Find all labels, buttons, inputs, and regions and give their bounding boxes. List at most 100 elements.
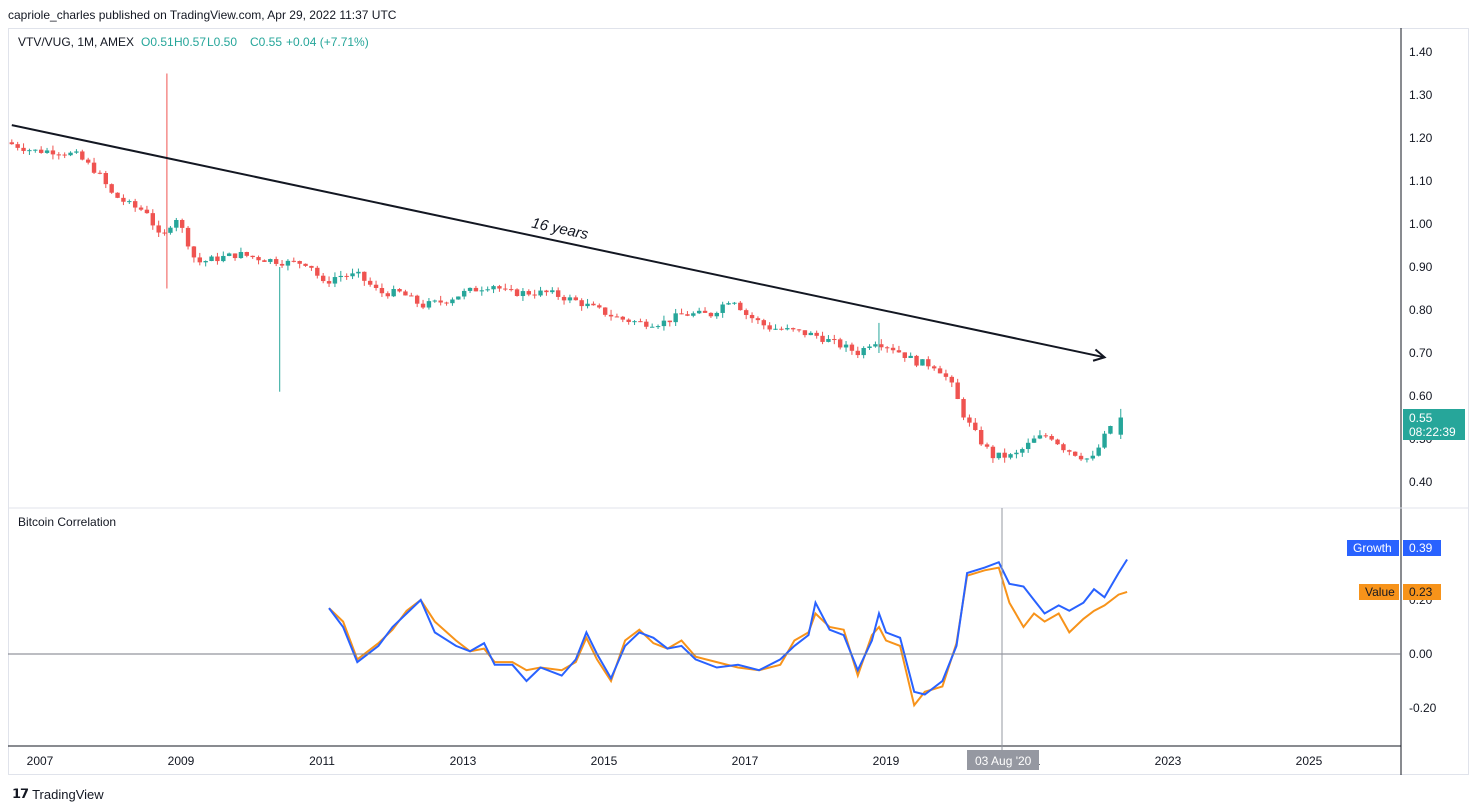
candle-body — [279, 263, 285, 266]
candle-body — [174, 219, 179, 228]
candle-body — [949, 376, 954, 383]
candle-body — [973, 422, 978, 431]
main-y-tick-label: 1.40 — [1409, 45, 1433, 59]
candle-body — [849, 344, 855, 351]
legend-value-name: Value — [1365, 585, 1395, 599]
candle-body — [738, 302, 743, 311]
candle-body — [749, 314, 755, 319]
candle-body — [179, 219, 185, 228]
candle-body — [338, 275, 343, 278]
candle-body — [426, 301, 432, 308]
candle-body — [790, 328, 796, 330]
candle-body — [27, 150, 32, 152]
candle-body — [268, 259, 273, 262]
crosshair-date-box — [967, 750, 1039, 770]
main-y-tick-label: 0.80 — [1409, 303, 1433, 317]
candle-body — [696, 310, 702, 314]
x-tick-label: 2013 — [450, 754, 477, 768]
candle-body — [21, 147, 26, 151]
candle-body — [221, 255, 226, 262]
candle-body — [837, 339, 843, 348]
candle-body — [632, 321, 637, 323]
candle-body — [673, 313, 678, 323]
candle-body — [908, 355, 913, 358]
candle-body — [608, 314, 614, 317]
candle-body — [444, 302, 449, 304]
candle-body — [432, 300, 437, 302]
candle-body — [902, 352, 907, 358]
x-tick-label: 2015 — [591, 754, 618, 768]
candle-body — [514, 289, 520, 297]
candle-body — [344, 275, 349, 277]
candle-body — [679, 313, 684, 315]
x-tick-label: 2023 — [1155, 754, 1182, 768]
series-line-value — [328, 566, 1128, 708]
ohlc-change: +0.04 (+7.71%) — [286, 35, 369, 49]
candle-body — [796, 329, 802, 331]
candle-body — [138, 207, 144, 210]
candle-body — [150, 213, 155, 226]
footer-brand[interactable]: 𝟭𝟳 TradingView — [12, 786, 104, 802]
candle-body — [567, 297, 573, 301]
candle-body — [397, 289, 402, 292]
candle-body — [350, 273, 355, 277]
candle-body — [685, 314, 690, 316]
candle-body — [438, 300, 443, 303]
candle-body — [1108, 426, 1113, 434]
candle-body — [497, 286, 502, 289]
candle-body — [520, 291, 526, 297]
candle-body — [720, 304, 725, 313]
main-y-tick-label: 1.20 — [1409, 131, 1433, 145]
x-tick-label: 2019 — [873, 754, 900, 768]
candle-body — [203, 261, 208, 263]
candle-body — [197, 257, 202, 263]
trendline[interactable] — [11, 124, 1105, 359]
series-line-growth — [328, 558, 1128, 696]
candle-body — [1002, 452, 1007, 458]
candle-body — [691, 313, 696, 316]
candle-body — [826, 339, 831, 342]
candle-body — [967, 417, 972, 423]
candle-body — [743, 310, 749, 315]
candle-body — [273, 259, 279, 264]
candle-body — [773, 328, 778, 330]
candle-body — [544, 290, 549, 293]
sub-y-tick-label: -0.20 — [1409, 701, 1437, 715]
candle-body — [244, 252, 249, 256]
candle-body — [984, 444, 990, 447]
candle-body — [38, 149, 44, 153]
candle-body — [373, 284, 379, 288]
candle-body — [414, 295, 420, 304]
candle-body — [802, 330, 808, 336]
candle-body — [644, 321, 649, 327]
sub-pane-title[interactable]: Bitcoin Correlation — [18, 515, 116, 529]
candle-body — [1025, 442, 1031, 450]
candle-body — [491, 286, 496, 290]
candle-body — [1102, 433, 1107, 448]
candle-body — [385, 293, 390, 297]
candle-body — [33, 149, 38, 151]
candle-body — [602, 307, 608, 315]
candle-body — [926, 359, 931, 367]
ohlc-high: H0.57 — [174, 35, 206, 49]
candle-body — [732, 302, 737, 304]
candle-body — [873, 344, 878, 347]
main-y-tick-label: 0.90 — [1409, 260, 1433, 274]
ohlc-open: O0.51 — [141, 35, 174, 49]
candle-body — [990, 446, 996, 459]
candle-body — [409, 295, 414, 297]
candle-body — [168, 227, 173, 233]
chart-frame — [8, 28, 1469, 775]
candle-body — [132, 201, 138, 208]
symbol-info[interactable]: VTV/VUG, 1M, AMEX — [18, 35, 134, 49]
candle-body — [109, 184, 114, 193]
candle-body — [996, 452, 1001, 459]
candle-body — [779, 328, 784, 330]
candle-body — [74, 151, 79, 153]
candle-body — [467, 287, 473, 291]
candle-body — [832, 339, 837, 341]
candle-body — [661, 320, 667, 327]
x-axis: 2007200920112013201520172019202120232025 — [27, 754, 1323, 768]
candle-body — [814, 332, 819, 336]
